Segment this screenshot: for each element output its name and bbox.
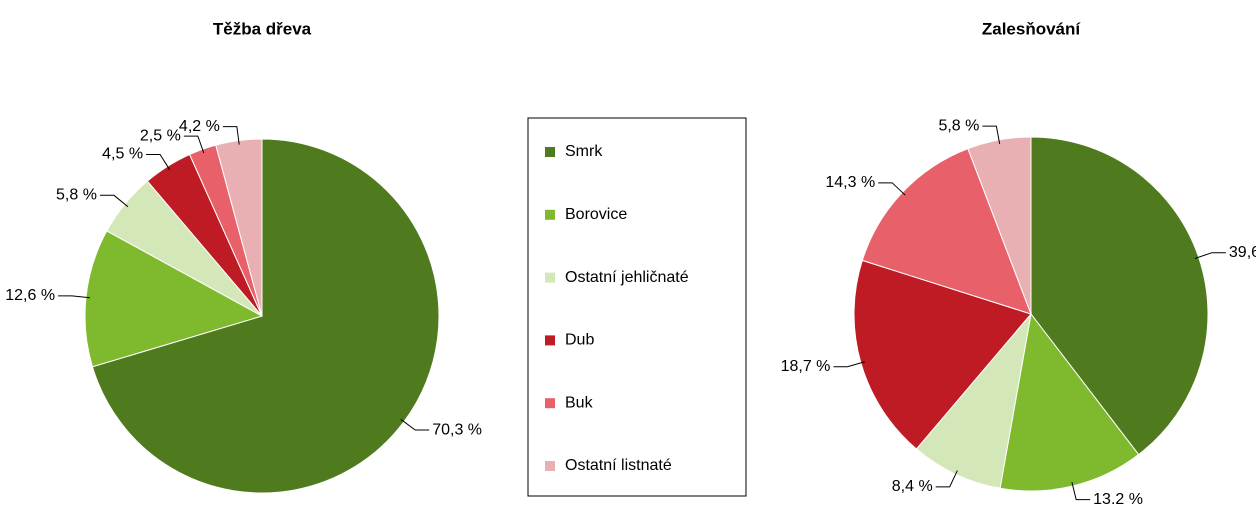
legend-label: Buk: [565, 394, 594, 411]
data-label: 2,5 %: [140, 127, 181, 144]
leader-line: [833, 361, 865, 368]
data-label: 4,2 %: [179, 118, 220, 135]
leader-line: [935, 470, 958, 488]
legend-swatch: [545, 272, 555, 283]
chart-title: Zalesňování: [982, 19, 1082, 38]
legend-box: [527, 117, 747, 497]
legend-swatch: [545, 461, 555, 471]
leader-line: [58, 295, 91, 299]
legend-swatch: [545, 335, 555, 346]
data-label: 5,8 %: [56, 187, 97, 204]
data-label: 8,4 %: [892, 478, 933, 495]
data-label: 4,5 %: [102, 146, 143, 163]
leader-line: [1071, 481, 1091, 501]
leader-line: [222, 126, 240, 145]
legend-label: Ostatní jehličnaté: [565, 269, 689, 286]
data-label: 70,3 %: [432, 421, 482, 438]
data-label: 14,3 %: [825, 174, 875, 191]
legend-label: Borovice: [565, 206, 627, 223]
leader-line: [878, 182, 906, 196]
leader-line: [99, 194, 129, 208]
legend-swatch: [545, 147, 555, 157]
data-label: 39,6 %: [1229, 244, 1256, 261]
legend-label: Dub: [565, 332, 594, 349]
leader-line: [146, 153, 171, 170]
data-label: 12,6 %: [5, 287, 55, 304]
data-label: 13.2 %: [1093, 491, 1143, 508]
leader-line: [1194, 252, 1226, 259]
legend-swatch: [545, 209, 555, 220]
leader-line: [982, 125, 1001, 144]
data-label: 5,8 %: [938, 117, 979, 134]
data-label: 18,7 %: [781, 358, 831, 375]
chart-title: Těžba dřeva: [213, 19, 312, 38]
legend-label: Smrk: [565, 143, 603, 160]
legend-label: Ostatní listnaté: [565, 457, 672, 474]
legend-swatch: [545, 398, 555, 409]
leader-line: [183, 135, 205, 154]
leader-line: [400, 418, 430, 431]
